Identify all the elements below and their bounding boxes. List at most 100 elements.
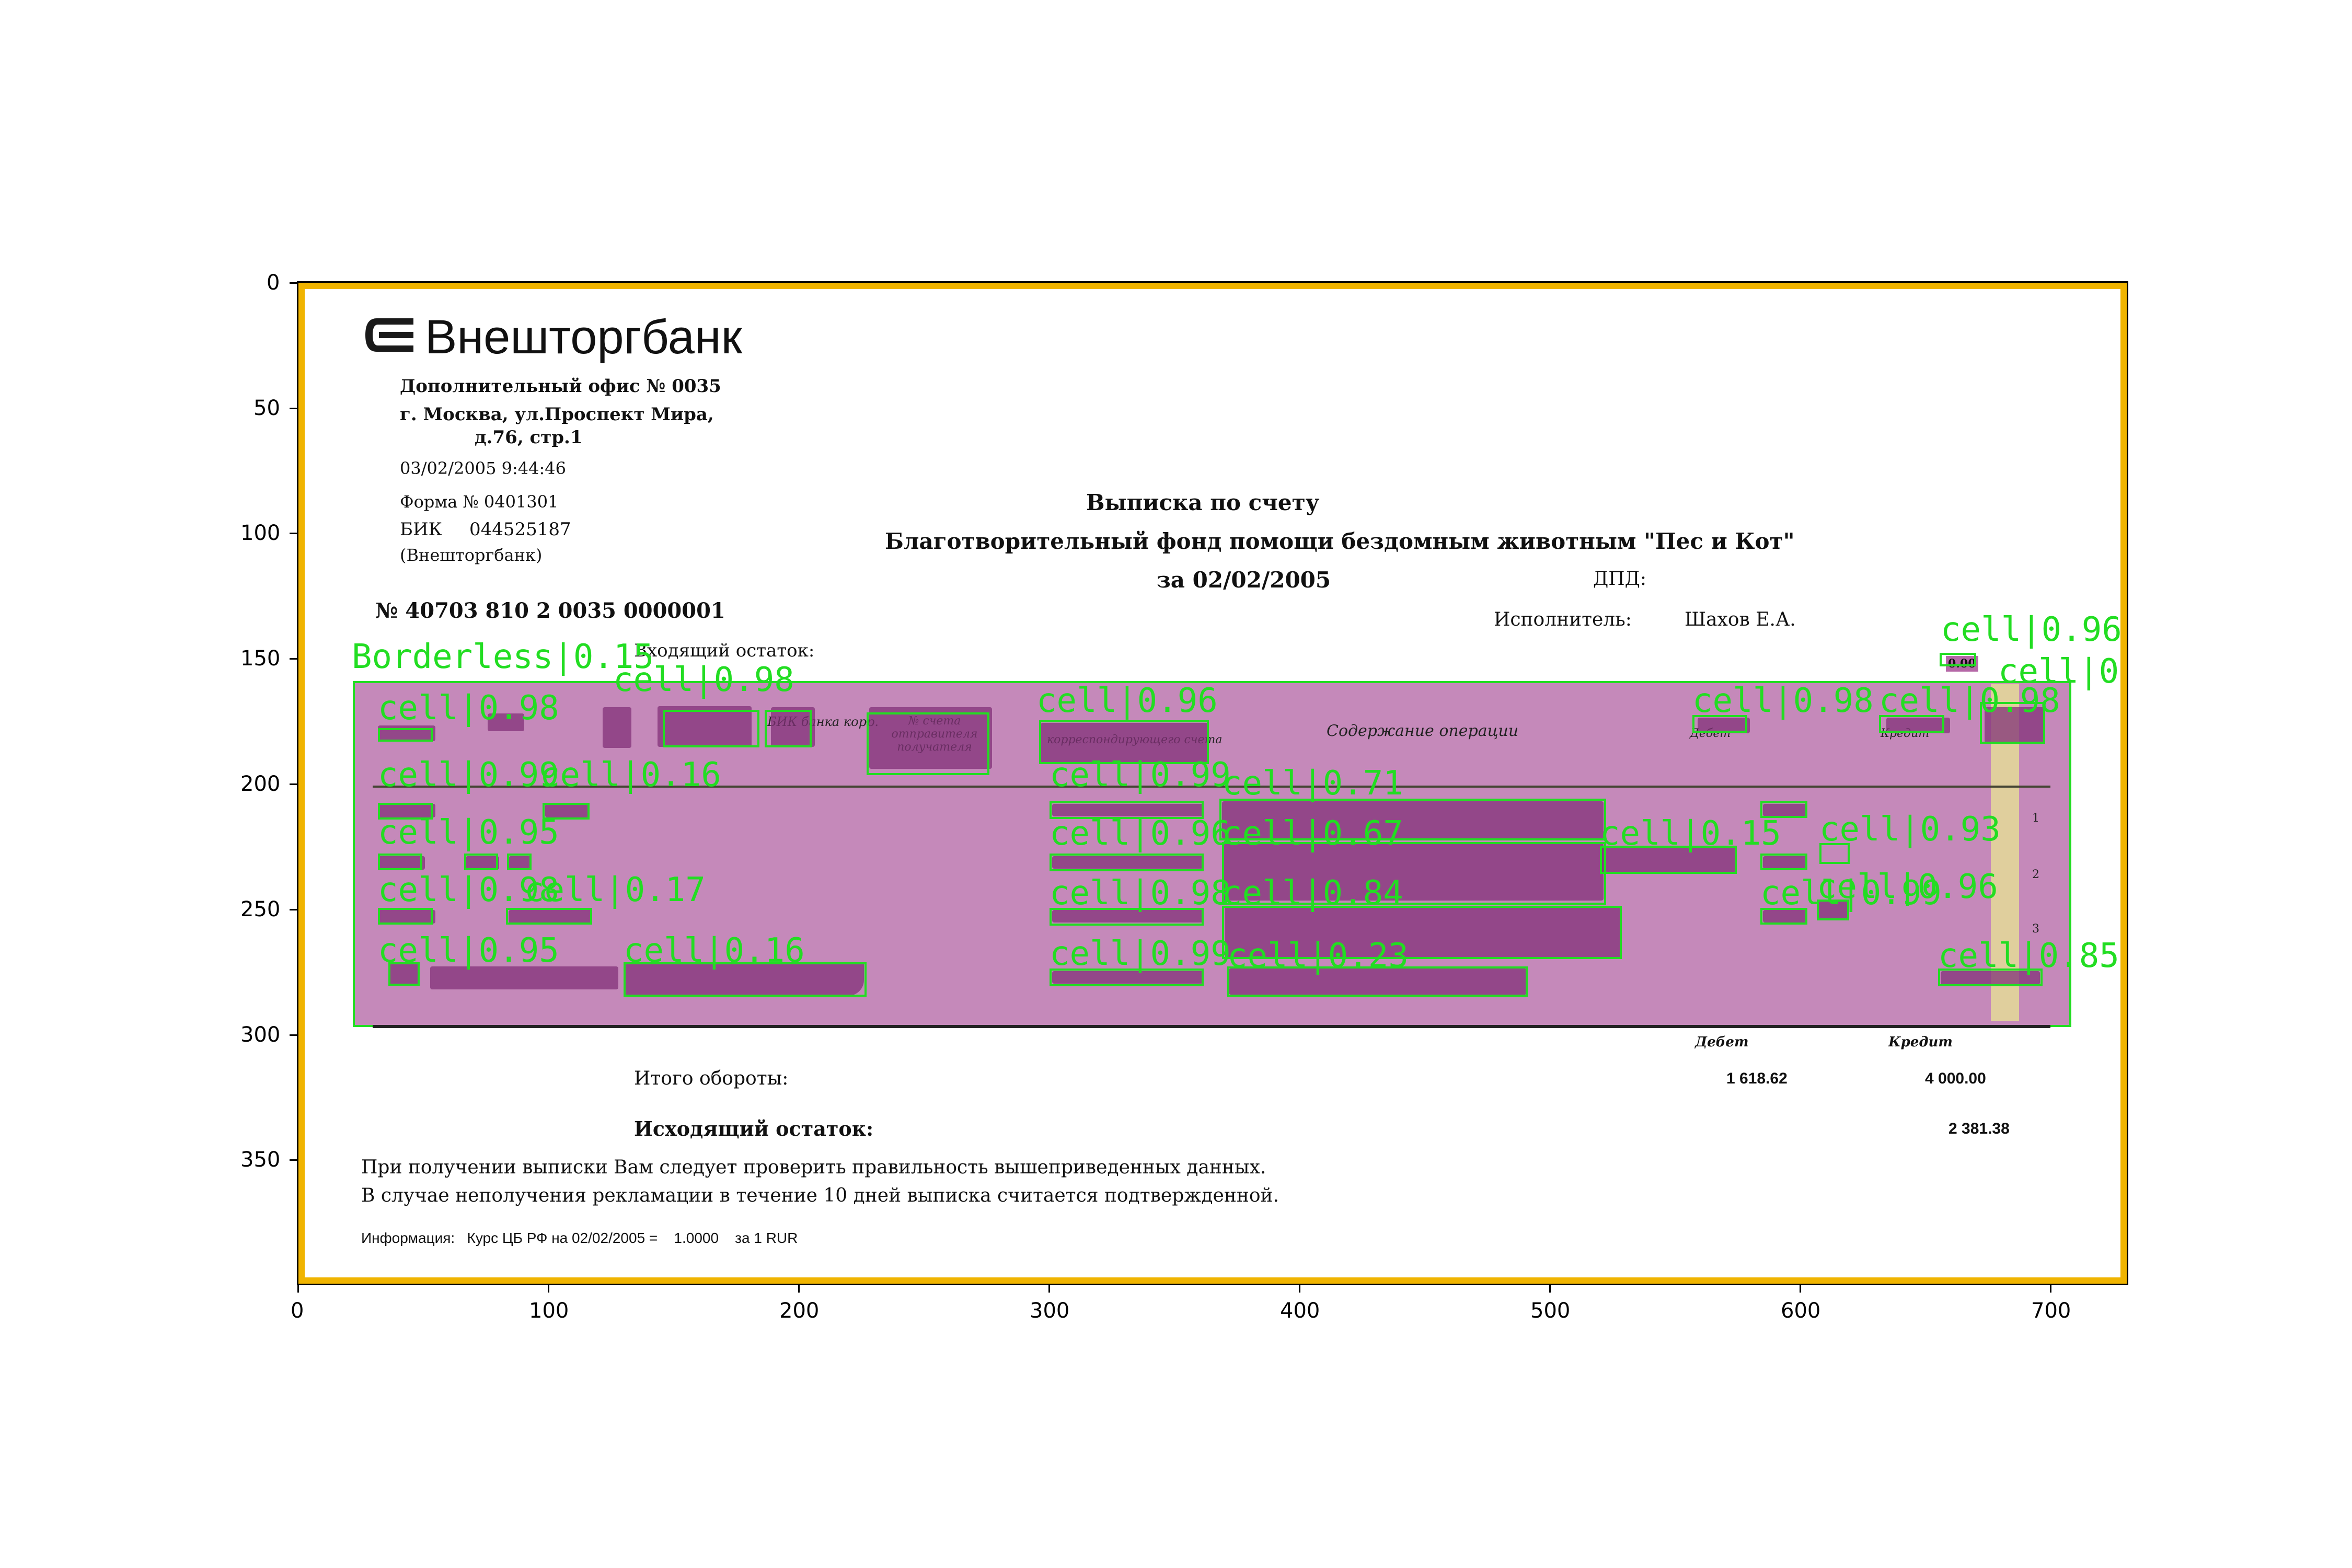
detection-label: cell|0.67 <box>1222 814 1403 853</box>
x-tick-mark <box>1800 1285 1801 1293</box>
y-tick-label: 100 <box>240 521 281 545</box>
account-number: № 40703 810 2 0035 0000001 <box>375 598 725 623</box>
redacted-cell <box>378 910 435 924</box>
detection-box <box>378 728 433 742</box>
detection-label: cell|0.98 <box>1050 874 1231 913</box>
redacted-cell <box>466 856 499 870</box>
address-line-1: г. Москва, ул.Проспект Мира, <box>400 404 714 425</box>
bank-logo-icon <box>365 318 413 352</box>
detection-label: cell|0.16 <box>624 931 805 970</box>
redacted-cell <box>603 707 631 748</box>
detection-label: cell|0.96 <box>1036 682 1218 720</box>
x-tick-mark <box>548 1285 549 1293</box>
redacted-cell <box>658 706 752 747</box>
redacted-cell <box>1041 723 1209 764</box>
detection-label: cell|0.95 <box>378 931 559 970</box>
x-tick-mark <box>1549 1285 1551 1293</box>
y-tick-label: 50 <box>253 396 280 420</box>
detection-box <box>1050 801 1204 819</box>
bik-label: БИК <box>400 519 442 540</box>
detection-label: cell|0.98 <box>378 689 559 728</box>
x-tick-label: 400 <box>1280 1299 1320 1323</box>
redacted-cell <box>1985 707 2045 743</box>
table-bottom-rule <box>373 1025 2050 1028</box>
y-tick-mark <box>290 658 297 660</box>
detection-label: cell|0.96 <box>1817 868 1998 906</box>
totals-label: Итого обороты: <box>634 1068 789 1089</box>
y-tick-mark <box>290 282 297 284</box>
totals-credit-label: Кредит <box>1888 1034 1953 1050</box>
detection-label: cell|0.99 <box>1050 935 1231 973</box>
note-claims: В случае неполучения рекламации в течени… <box>361 1185 1279 1206</box>
redacted-cell <box>1763 910 1807 923</box>
detection-box <box>378 854 422 870</box>
detection-label: cell|0.98 <box>378 871 559 909</box>
y-tick-label: 150 <box>240 647 281 671</box>
redacted-cell <box>1222 843 1604 901</box>
note-check: При получении выписки Вам следует провер… <box>361 1157 1266 1178</box>
y-tick-label: 250 <box>240 897 281 921</box>
totals-debit: 1 618.62 <box>1726 1070 1788 1087</box>
detection-box <box>867 712 989 775</box>
x-tick-mark <box>1048 1285 1050 1293</box>
form-number: Форма № 0401301 <box>400 492 559 512</box>
detection-box <box>1760 801 1807 818</box>
detection-box <box>624 962 867 997</box>
detection-label: cell|0.15 <box>1600 814 1781 853</box>
redacted-cell <box>1052 910 1204 923</box>
redacted-cell <box>1818 901 1849 918</box>
x-tick-mark <box>1299 1285 1300 1293</box>
detection-box <box>663 710 759 747</box>
statement-datetime: 03/02/2005 9:44:46 <box>400 458 566 478</box>
x-tick-label: 700 <box>2031 1299 2071 1323</box>
office-line: Дополнительный офис № 0035 <box>400 376 721 397</box>
detection-box <box>1222 906 1622 959</box>
detection-box <box>1938 969 2043 986</box>
redacted-cell <box>488 713 524 731</box>
x-tick-label: 500 <box>1530 1299 1571 1323</box>
bik-bank: (Внешторгбанк) <box>400 545 543 565</box>
y-tick-label: 0 <box>267 271 280 295</box>
detection-label: cell|0.96 <box>1050 814 1231 853</box>
detection-box <box>1050 908 1204 926</box>
opening-balance-label: Входящий остаток: <box>634 640 815 661</box>
detection-box <box>1039 720 1209 764</box>
client-name: Благотворительный фонд помощи бездомным … <box>885 528 1795 554</box>
detection-box <box>1879 715 1944 733</box>
detection-box <box>1600 846 1737 874</box>
header-operation-content: Содержание операции <box>1327 722 1519 740</box>
y-tick-mark <box>290 1034 297 1036</box>
opening-balance-value: 0.00 <box>1946 656 1978 672</box>
row-number-3: 3 <box>2032 923 2039 936</box>
y-tick-mark <box>290 909 297 910</box>
detection-label: cell|0.99 <box>378 756 559 794</box>
detection-box <box>1980 702 2045 744</box>
detection-label: cell|0.98 <box>1692 682 1874 720</box>
dpd-label: ДПД: <box>1593 568 1647 590</box>
detection-label: cell|0.23 <box>1227 937 1409 975</box>
detection-box <box>464 854 498 870</box>
closing-balance-value: 2 381.38 <box>1949 1120 2010 1137</box>
redacted-cell <box>1763 856 1807 869</box>
y-tick-mark <box>290 533 297 534</box>
redacted-cell <box>869 707 992 769</box>
x-tick-mark <box>297 1285 299 1293</box>
bank-logo <box>361 314 419 358</box>
detection-box <box>506 908 592 925</box>
detection-label: cell|0.98 <box>1879 682 2060 720</box>
statement-period: за 02/02/2005 <box>1157 567 1331 593</box>
detection-box <box>378 908 433 925</box>
executor-value: Шахов Е.А. <box>1685 609 1796 630</box>
x-tick-label: 600 <box>1781 1299 1821 1323</box>
redacted-cell <box>378 856 425 870</box>
detection-box <box>1692 715 1747 733</box>
y-tick-mark <box>290 1159 297 1161</box>
detection-label: cell|0.85 <box>1938 937 2119 975</box>
detection-label: cell|0.17 <box>524 871 706 909</box>
redacted-cell <box>378 804 435 817</box>
detection-box <box>507 854 532 870</box>
redacted-cell <box>1941 971 2040 985</box>
redacted-cell <box>509 856 532 870</box>
detection-box <box>1940 653 1976 666</box>
x-tick-mark <box>798 1285 800 1293</box>
